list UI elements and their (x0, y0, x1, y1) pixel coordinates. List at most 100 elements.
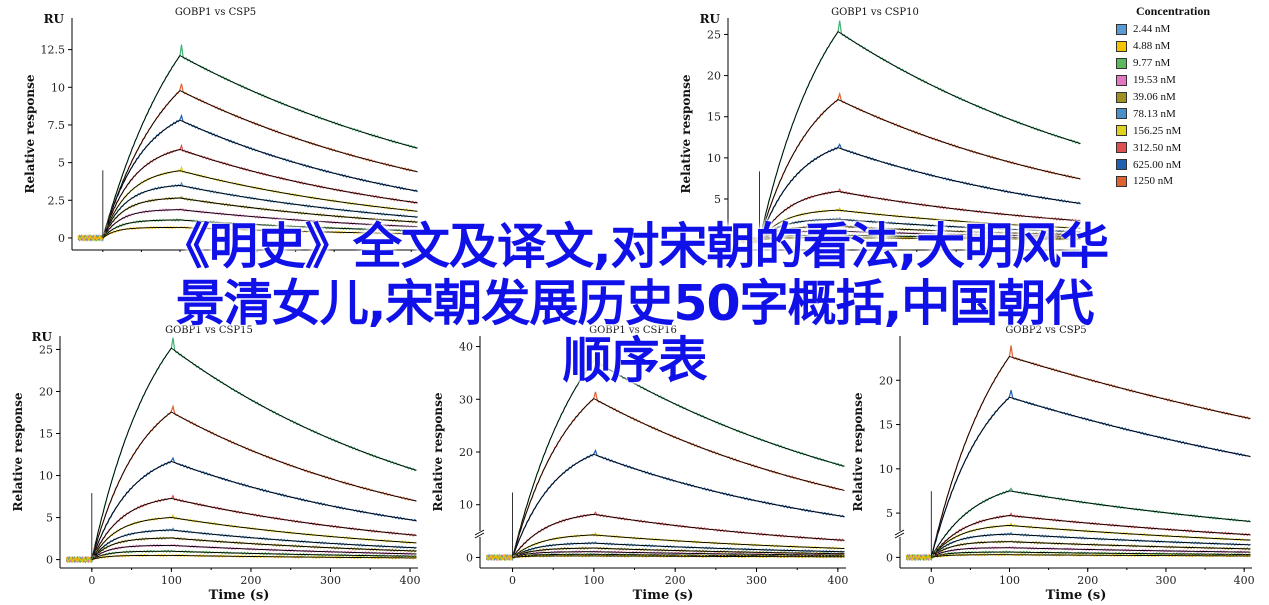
fit-curve (931, 541, 1251, 558)
y-tick-label: 5 (46, 512, 53, 525)
fit-curve (512, 513, 845, 558)
fit-curve (512, 453, 845, 558)
fit-curve (91, 347, 417, 560)
y-tick-label: 7.5 (48, 119, 66, 132)
x-tick-label: 200 (240, 574, 261, 587)
y-tick-label: 0 (886, 551, 893, 564)
fit-curve (931, 551, 1251, 558)
x-tick-label: 300 (746, 574, 767, 587)
legend-label: 78.13 nM (1133, 107, 1176, 120)
y-tick-label: 15 (879, 419, 893, 432)
legend-swatch (1116, 23, 1127, 35)
legend-label: 19.53 nM (1133, 74, 1176, 87)
x-tick-label: 300 (320, 574, 341, 587)
chart-title: GOBP1 vs CSP16 (589, 325, 677, 336)
y-axis-label: Relative response (851, 392, 865, 511)
fit-curve (512, 398, 845, 558)
legend-label: 156.25 nM (1133, 124, 1182, 137)
x-tick-label: 0 (88, 574, 95, 587)
y-tick-label: 0 (466, 551, 473, 564)
fit-curve (91, 497, 417, 560)
axis-break-gap (895, 531, 905, 537)
legend-label: 39.06 nM (1133, 91, 1176, 103)
y-tick-label: 40 (459, 341, 473, 354)
fit-curve (91, 529, 417, 560)
y-tick-label: 0 (46, 554, 53, 567)
y-tick-label: 10 (51, 81, 65, 94)
fit-curve (102, 55, 418, 239)
x-tick-label: 200 (1077, 574, 1098, 587)
fit-curve (102, 209, 418, 239)
legend-swatch (1116, 74, 1127, 86)
x-axis-label: Time (s) (633, 588, 694, 603)
y-tick-label: 25 (39, 343, 53, 356)
legend-item: 2.44 nM (1098, 21, 1248, 38)
axis-break-mark (894, 529, 905, 536)
fit-curve (91, 550, 417, 560)
legend-item: 625.00 nM (1098, 156, 1248, 173)
legend-label: 4.88 nM (1133, 40, 1171, 53)
legend-label: 9.77 nM (1133, 57, 1171, 70)
legend-swatch (1116, 108, 1127, 120)
y-tick-label: 10 (459, 499, 473, 512)
y-tick-label: 5 (886, 507, 893, 520)
legend-label: 1250 nM (1133, 175, 1174, 188)
fit-curve (91, 461, 417, 560)
legend-swatch (1116, 125, 1127, 137)
legend-item: 39.06 nM (1098, 89, 1248, 106)
legend-item: 156.25 nM (1098, 122, 1248, 139)
fit-curve (102, 184, 418, 239)
fit-curve (91, 517, 417, 560)
chart-panel: 0 2.5 5 7.5 10 12.5 GOBP1 vs CSP5 RU Relative re… (23, 7, 419, 252)
legend-swatch (1116, 142, 1127, 154)
x-tick-label: 100 (583, 574, 604, 587)
x-tick-label: 400 (1234, 574, 1255, 587)
legend-item: 312.50 nM (1098, 139, 1248, 156)
fit-curve (102, 170, 418, 239)
legend-label: 2.44 nM (1133, 23, 1171, 36)
unit-label: RU (44, 12, 65, 26)
legend-swatch (1116, 175, 1127, 187)
y-tick-label: 2.5 (48, 194, 66, 207)
fit-curve (102, 119, 418, 239)
overlay-line-1: 《明史》全文及译文,对宋朝的看法,大明风华 (160, 218, 1109, 275)
y-axis-label: Relative response (431, 392, 445, 511)
fit-curve (102, 197, 418, 239)
y-tick-label: 20 (459, 446, 473, 459)
x-tick-label: 400 (827, 574, 848, 587)
fit-curve (759, 147, 1081, 241)
fit-curve (759, 230, 1081, 241)
y-tick-label: 15 (39, 428, 53, 441)
axis-break-mark (474, 529, 485, 536)
fit-curve (512, 534, 845, 558)
sensorgram-curve (905, 389, 1251, 561)
chart-title: GOBP1 vs CSP10 (831, 7, 919, 18)
fit-curve (930, 533, 1251, 558)
fit-curve (930, 355, 1251, 558)
fit-curve (930, 515, 1251, 558)
x-tick-label: 100 (999, 574, 1020, 587)
y-axis-label: Relative response (679, 74, 693, 193)
y-tick-label: 10 (707, 152, 721, 165)
fit-curve (930, 524, 1251, 558)
fit-curve (512, 542, 845, 558)
sensorgram-curve (77, 44, 418, 242)
legend-swatch (1116, 57, 1127, 69)
fit-curve (759, 190, 1081, 241)
y-axis-label: Relative response (11, 392, 25, 511)
y-tick-label: 10 (39, 470, 53, 483)
legend-swatch (1116, 91, 1127, 103)
sensorgram-curve (486, 391, 845, 562)
fit-curve (759, 30, 1081, 241)
fit-curve (91, 537, 417, 560)
fit-curve (91, 544, 417, 560)
x-tick-label: 400 (400, 574, 421, 587)
legend-label: 312.50 nM (1133, 141, 1182, 154)
chart-title: GOBP1 vs CSP5 (175, 7, 256, 18)
x-tick-label: 0 (928, 574, 935, 587)
fit-curve (91, 554, 417, 561)
sensorgram-curve (65, 456, 417, 564)
unit-label: RU (700, 12, 721, 26)
fit-curve (102, 148, 418, 239)
